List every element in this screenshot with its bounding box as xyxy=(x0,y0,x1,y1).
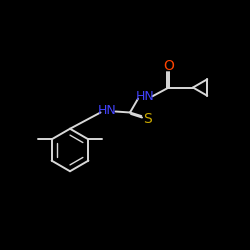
Text: O: O xyxy=(163,59,174,73)
Text: HN: HN xyxy=(98,104,117,117)
Text: HN: HN xyxy=(136,90,154,103)
Text: S: S xyxy=(143,112,152,126)
